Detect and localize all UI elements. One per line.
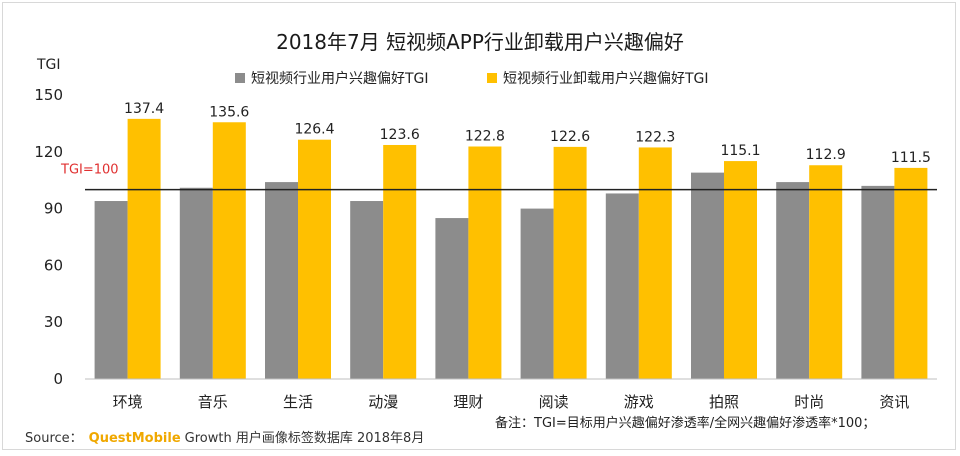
legend-label-series-2: 短视频行业卸载用户兴趣偏好TGI [503, 70, 709, 87]
bar-series-2-6 [638, 147, 672, 379]
x-tick-label-2: 生活 [283, 393, 313, 411]
data-label-series-2-3: 123.6 [380, 127, 420, 143]
data-label-series-2-8: 112.9 [806, 147, 846, 163]
bar-series-2-2 [298, 139, 331, 379]
bar-series-2-9 [894, 167, 928, 379]
chart: 2018年7月 短视频APP行业卸载用户兴趣偏好 TGI 短视频行业用户兴趣偏好TG… [34, 30, 937, 411]
bar-series-1-9 [861, 185, 895, 379]
source-label: Source： [25, 431, 83, 446]
bar-series-2-8 [809, 165, 843, 379]
bar-series-1-1 [179, 187, 213, 379]
x-tick-label-6: 游戏 [624, 393, 654, 411]
bar-series-2-1 [212, 122, 246, 379]
y-tick-label-3: 90 [44, 200, 63, 218]
reference-line-label: TGI=100 [60, 163, 119, 178]
data-label-series-2-6: 122.3 [635, 129, 675, 145]
bar-series-1-2 [265, 182, 298, 379]
x-tick-label-5: 阅读 [539, 393, 569, 411]
bar-series-2-0 [127, 118, 161, 379]
x-tick-label-8: 时尚 [794, 393, 824, 411]
legend-swatch-series-2 [487, 73, 497, 83]
bar-series-1-0 [94, 201, 128, 379]
y-tick-label-2: 60 [44, 256, 63, 274]
x-tick-label-9: 资讯 [879, 393, 909, 411]
data-label-series-2-9: 111.5 [891, 150, 931, 166]
chart-title: 2018年7月 短视频APP行业卸载用户兴趣偏好 [276, 30, 684, 54]
y-tick-label-1: 30 [44, 313, 63, 331]
data-label-series-2-0: 137.4 [124, 101, 164, 117]
legend-label-series-1: 短视频行业用户兴趣偏好TGI [251, 70, 429, 87]
chart-frame: 2018年7月 短视频APP行业卸载用户兴趣偏好 TGI 短视频行业用户兴趣偏好TG… [2, 2, 956, 450]
bar-series-1-7 [691, 172, 724, 379]
bar-series-1-5 [520, 208, 554, 379]
source-text: Growth 用户画像标签数据库 2018年8月 [184, 431, 425, 446]
data-label-series-2-1: 135.6 [209, 104, 249, 120]
source-brand: QuestMobile [88, 431, 181, 446]
y-tick-label-5: 150 [34, 86, 63, 104]
bar-series-1-4 [435, 218, 469, 379]
bar-series-2-4 [468, 146, 502, 379]
bar-series-1-8 [776, 182, 810, 379]
bar-series-2-7 [724, 161, 757, 379]
data-label-series-2-5: 122.6 [550, 129, 590, 145]
x-tick-label-4: 理财 [453, 393, 483, 411]
bar-series-1-3 [350, 201, 384, 379]
x-tick-label-7: 拍照 [709, 393, 739, 411]
x-tick-label-3: 动漫 [368, 393, 398, 411]
source-line: Source： QuestMobile Growth 用户画像标签数据库 2018年… [25, 427, 424, 446]
data-label-series-2-2: 126.4 [294, 122, 334, 138]
data-label-series-2-7: 115.1 [720, 143, 760, 159]
x-tick-label-1: 音乐 [198, 393, 228, 411]
y-tick-label-4: 120 [34, 143, 63, 161]
y-tick-label-0: 0 [53, 370, 63, 388]
footnote: 备注：TGI=目标用户兴趣偏好渗透率/全网兴趣偏好渗透率*100； [495, 416, 876, 431]
bar-series-2-5 [553, 146, 587, 379]
bar-series-2-3 [383, 144, 417, 379]
x-tick-label-0: 环境 [113, 393, 143, 411]
data-label-series-2-4: 122.8 [465, 128, 505, 144]
y-axis-label: TGI [36, 57, 61, 73]
bar-series-1-6 [605, 193, 639, 379]
legend-swatch-series-1 [235, 73, 245, 83]
